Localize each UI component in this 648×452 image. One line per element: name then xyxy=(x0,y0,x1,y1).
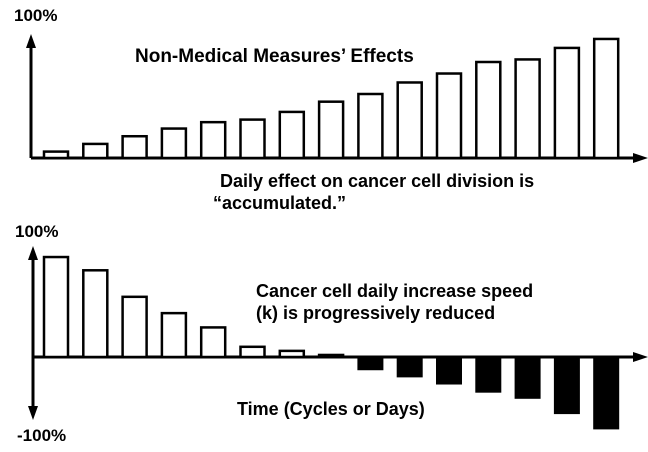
top-chart-y-max-label: 100% xyxy=(14,6,58,25)
bottom-chart-bar-8 xyxy=(317,353,345,359)
top-chart-bar-2 xyxy=(82,142,109,160)
top-chart-bar-7 xyxy=(278,110,306,160)
bottom-chart-bar-3 xyxy=(121,295,148,359)
bottom-chart-bar-7 xyxy=(278,349,306,359)
top-chart-bar-1 xyxy=(42,150,70,160)
top-chart-bar-6 xyxy=(239,118,266,160)
top-chart-bar-9 xyxy=(357,92,384,160)
top-chart-x-axis-arrow xyxy=(633,153,648,163)
bottom-chart-bar-13 xyxy=(514,356,541,399)
bottom-chart-y-axis-arrow-down xyxy=(28,406,38,420)
top-chart-bar-13 xyxy=(514,58,541,160)
top-chart-bar-3 xyxy=(121,134,148,160)
top-chart-bar-10 xyxy=(396,81,423,160)
top-chart-bar-5 xyxy=(199,120,227,160)
bottom-chart-bar-4 xyxy=(160,311,188,359)
bottom-chart-annotation-line-2: (k) is progressively reduced xyxy=(256,303,496,323)
bottom-chart-bar-14 xyxy=(553,356,580,415)
top-chart-annotation-line-2: “accumulated.” xyxy=(213,193,347,213)
top-chart-annotation-line-1: Daily effect on cancer cell division is xyxy=(220,171,535,191)
top-chart-bar-11 xyxy=(435,72,463,160)
top-chart-bar-14 xyxy=(553,46,581,160)
top-chart-title: Non-Medical Measures’ Effects xyxy=(135,46,414,67)
top-chart-bar-12 xyxy=(475,60,502,160)
bottom-chart-bar-1 xyxy=(42,255,70,359)
bottom-chart-bar-10 xyxy=(396,356,423,378)
bottom-chart-bar-6 xyxy=(239,345,266,359)
top-chart-bar-8 xyxy=(317,100,345,160)
bottom-chart-x-label: Time (Cycles or Days) xyxy=(237,399,425,419)
bottom-chart-bar-5 xyxy=(199,326,227,359)
bottom-chart-bar-2 xyxy=(82,269,109,359)
bottom-chart-bar-12 xyxy=(475,356,502,393)
top-chart-bar-4 xyxy=(160,127,188,160)
bottom-chart-annotation-line-1: Cancer cell daily increase speed xyxy=(256,281,534,301)
bottom-chart-y-axis-arrow-up xyxy=(28,246,38,260)
bottom-chart-bar-11 xyxy=(436,356,462,385)
top-chart-bar-15 xyxy=(592,37,620,160)
bottom-chart-bar-9 xyxy=(357,356,384,371)
bottom-chart-bar-15 xyxy=(593,356,620,430)
top-chart-y-axis-arrow xyxy=(26,34,36,48)
bottom-chart-y-max-label: 100% xyxy=(15,222,59,241)
bottom-chart-y-min-label: -100% xyxy=(17,426,67,445)
bottom-chart-x-axis-arrow xyxy=(633,352,648,362)
